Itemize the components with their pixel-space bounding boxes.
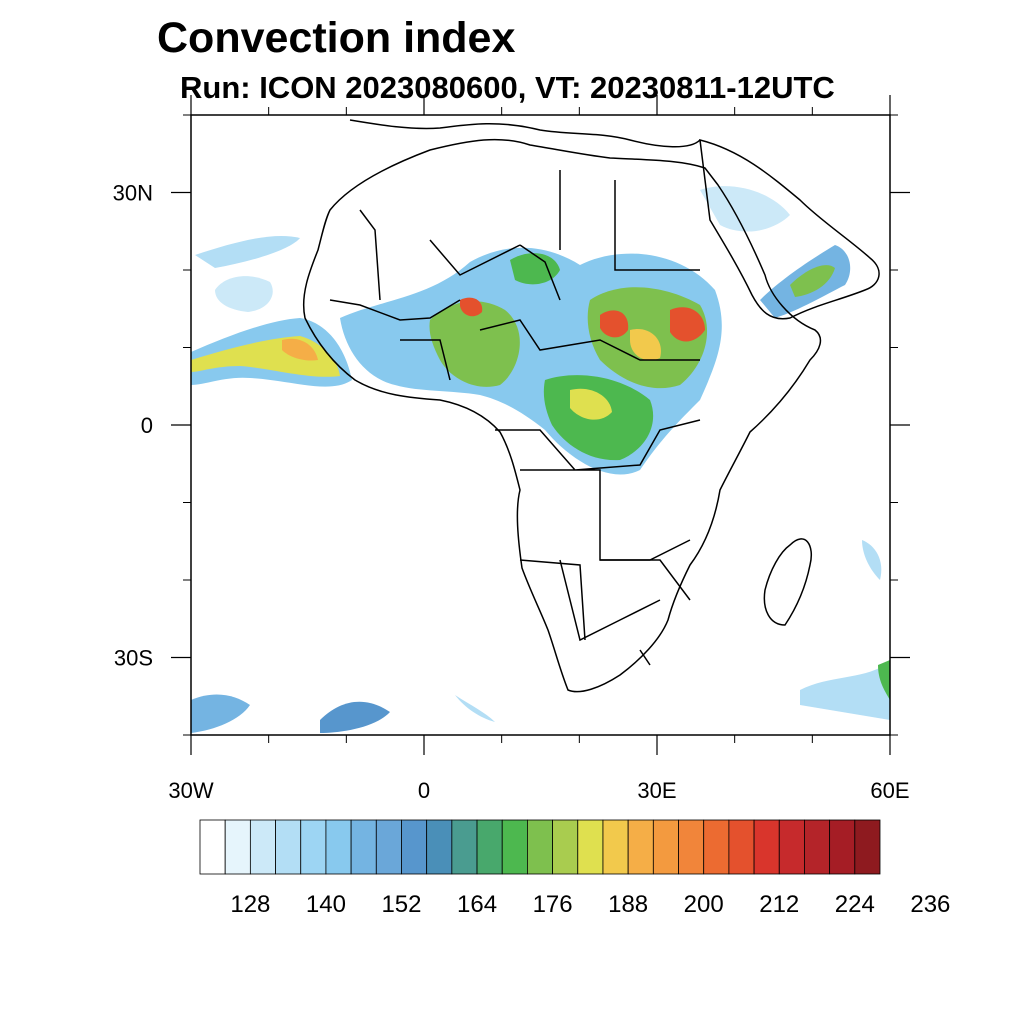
colorbar-label: 176 [533,891,573,918]
coastlines-and-borders [302,119,880,693]
colorbar-swatch [577,819,604,875]
convection-yellow-sudan [630,329,661,361]
convection-hot-ethiopia [670,307,705,342]
colorbar-swatch [401,819,428,875]
x-tick-label: 60E [870,778,909,803]
colorbar: 128 140 152 164 176 188 200 212 224 236 [199,819,950,918]
convection-core-yemen [790,265,835,297]
x-tick-label: 30E [637,778,676,803]
colorbar-label: 164 [457,891,497,918]
convection-area-madagascar-east [862,540,882,580]
convection-hot-atlantic [282,338,318,361]
europe-coastline [349,119,701,148]
convection-area-south-atlantic-3 [455,695,495,722]
convection-area-atlantic-north [195,235,300,268]
colorbar-swatch [652,819,679,875]
madagascar-coastline [763,538,812,626]
y-tick-label: 30S [114,646,153,671]
colorbar-label: 140 [306,891,346,918]
colorbar-swatch [275,819,302,875]
convection-area-redsea [700,186,790,232]
colorbar-swatch [501,819,528,875]
border-west-africa [329,299,700,381]
colorbar-swatch [426,819,453,875]
colorbar-swatch [300,819,327,875]
colorbar-swatch [854,819,881,875]
colorbar-swatch [325,819,352,875]
colorbar-swatch [527,819,553,875]
colorbar-label: 224 [835,891,875,918]
colorbar-swatch [778,819,805,875]
y-tick-label: 30N [113,181,153,206]
colorbar-swatch [199,819,226,875]
convection-core-nigeria [429,301,520,387]
y-tick-label: 0 [141,413,153,438]
colorbar-label: 200 [684,891,724,918]
colorbar-swatch [728,819,755,875]
convection-field [191,186,890,733]
map-subtitle: Run: ICON 2023080600, VT: 20230811-12UTC [180,70,835,105]
colorbar-swatch [753,819,780,875]
colorbar-swatch [552,819,579,875]
x-tick-label: 30W [168,778,213,803]
border-north-africa [359,170,700,301]
colorbar-label: 188 [608,891,648,918]
colorbar-swatch [451,819,478,875]
x-tick-label: 0 [418,778,430,803]
map-title: Convection index [157,14,516,62]
colorbar-label: 236 [910,891,950,918]
convection-yellow-congo [570,388,612,420]
convection-core-chad [510,253,560,285]
border-southern-africa [519,559,691,666]
convection-hot-nigeria [460,297,483,317]
colorbar-swatch [476,819,503,875]
convection-area-south-atlantic-1 [191,694,250,733]
colorbar-swatch [602,819,629,875]
axis-ticks: 30W 0 30E 60E 30N 0 30S [113,95,910,803]
colorbar-swatch [249,819,276,875]
africa-coastline [302,138,822,693]
convection-area-south-atlantic-2 [320,701,390,733]
arabia-coastline [699,139,880,320]
colorbar-swatch [829,819,856,875]
convection-core-indian-ocean [878,660,890,700]
convection-hot-sudan [600,310,629,338]
convection-area-indian-ocean [800,665,890,720]
colorbar-label: 212 [759,891,799,918]
colorbar-label: 152 [381,891,421,918]
colorbar-swatch [627,819,654,875]
colorbar-swatch [224,819,251,875]
colorbar-swatch [375,819,402,875]
convection-swirl-atlantic [215,276,273,312]
colorbar-swatch [703,819,730,875]
colorbar-swatch [678,819,705,875]
colorbar-swatch [350,819,377,875]
colorbar-label: 128 [230,891,270,918]
colorbar-swatch [804,819,831,875]
